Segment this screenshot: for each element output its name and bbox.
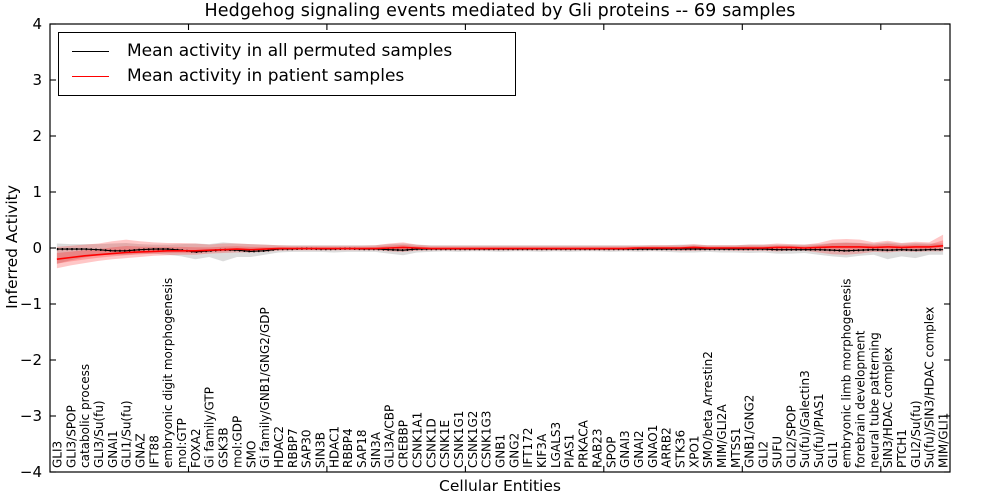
x-tick-label: Su(fu)/Galectin3 bbox=[798, 370, 812, 468]
x-tick-label: PRKACA bbox=[577, 419, 591, 468]
legend-row-patient: Mean activity in patient samples bbox=[72, 65, 507, 87]
x-tick-label: ARRB2 bbox=[660, 427, 674, 468]
x-tick-label: GLI3A/CBP bbox=[383, 405, 397, 468]
x-tick-label: forebrain development bbox=[854, 330, 868, 468]
y-tick-label: 3 bbox=[32, 71, 42, 89]
x-tick-label: GNAI1 bbox=[106, 430, 120, 468]
x-tick-label: GLI3/Su(fu) bbox=[92, 400, 106, 468]
x-tick-label: CSNK1G1 bbox=[452, 411, 466, 468]
x-tick-label: GLI2 bbox=[757, 441, 771, 468]
x-tick-label: Su(fu)/PIAS1 bbox=[812, 393, 826, 468]
patient-line-swatch bbox=[72, 75, 109, 77]
x-tick-label: SPOP bbox=[604, 436, 618, 468]
x-tick-label: GNAI2 bbox=[632, 430, 646, 468]
y-tick-label: 1 bbox=[32, 183, 42, 201]
x-tick-label: PTCH1 bbox=[895, 429, 909, 468]
y-tick-label: −3 bbox=[20, 407, 42, 425]
x-tick-label: GLI3/SPOP bbox=[64, 405, 78, 468]
x-tick-label: PIAS1 bbox=[563, 434, 577, 468]
x-tick-label: MIM/GLI2A bbox=[715, 404, 729, 468]
x-tick-label: GNAI3 bbox=[618, 430, 632, 468]
legend-label-permuted: Mean activity in all permuted samples bbox=[127, 40, 453, 61]
y-axis-title: Inferred Activity bbox=[3, 185, 21, 309]
legend-box: Mean activity in all permuted samples Me… bbox=[58, 32, 516, 96]
x-tick-label: SUFU bbox=[770, 436, 784, 468]
x-tick-label: GSK3B bbox=[217, 427, 231, 468]
x-tick-label: IFT172 bbox=[521, 428, 535, 468]
x-tick-label: SIN3/HDAC complex bbox=[881, 347, 895, 468]
x-tick-label: GLI3 bbox=[50, 441, 64, 468]
y-tick-label: 2 bbox=[32, 127, 42, 145]
x-tick-label: CSNK1G3 bbox=[480, 411, 494, 468]
x-tick-label: GLI1/Su(fu) bbox=[120, 400, 134, 468]
x-tick-label: Su(fu)/SIN3/HDAC complex bbox=[923, 307, 937, 468]
x-tick-label: mol:GDP bbox=[230, 416, 244, 468]
x-tick-label: GNG2 bbox=[507, 433, 521, 468]
x-tick-label: CSNK1A1 bbox=[410, 412, 424, 468]
x-tick-label: HDAC2 bbox=[272, 426, 286, 468]
x-axis-title: Cellular Entities bbox=[439, 477, 561, 495]
permuted-line-swatch bbox=[72, 50, 109, 52]
x-tick-label: SMO bbox=[244, 441, 258, 468]
x-tick-label: embryonic limb morphogenesis bbox=[840, 278, 854, 468]
x-tick-label: FOXA2 bbox=[189, 428, 203, 468]
x-tick-label: SAP30 bbox=[300, 429, 314, 468]
x-tick-label: mol:GTP bbox=[175, 418, 189, 468]
x-tick-label: Gi family/GNB1/GNG2/GDP bbox=[258, 307, 272, 468]
y-tick-label: 0 bbox=[32, 239, 42, 257]
legend-label-patient: Mean activity in patient samples bbox=[127, 65, 405, 86]
patient-mean-line bbox=[56, 245, 944, 260]
x-tick-label: KIF3A bbox=[535, 433, 549, 468]
x-tick-label: CREBBP bbox=[397, 420, 411, 468]
x-tick-label: GNAZ bbox=[134, 433, 148, 468]
x-tick-label: Gi family/GTP bbox=[203, 387, 217, 468]
x-tick-label: LGALS3 bbox=[549, 422, 563, 468]
x-tick-label: SMO/beta Arrestin2 bbox=[701, 351, 715, 468]
x-tick-label: STK36 bbox=[674, 430, 688, 468]
legend-row-permuted: Mean activity in all permuted samples bbox=[72, 40, 507, 62]
x-tick-label: RBBP7 bbox=[286, 428, 300, 468]
x-tick-label: GLI1 bbox=[826, 441, 840, 468]
x-tick-label: RAB23 bbox=[590, 428, 604, 468]
chart-title: Hedgehog signaling events mediated by Gl… bbox=[204, 1, 796, 21]
x-tick-label: CSNK1G2 bbox=[466, 411, 480, 468]
x-tick-label: SAP18 bbox=[355, 429, 369, 468]
x-tick-label: catabolic process bbox=[78, 364, 92, 468]
x-tick-label: GNAO1 bbox=[646, 425, 660, 468]
y-tick-label: 4 bbox=[32, 15, 42, 33]
x-tick-label: MIM/GLI1 bbox=[937, 413, 951, 468]
x-tick-label: CSNK1E bbox=[438, 420, 452, 468]
x-tick-label: embryonic digit morphogenesis bbox=[161, 278, 175, 468]
x-tick-label: GLI2/Su(fu) bbox=[909, 400, 923, 468]
x-tick-label: SIN3B bbox=[314, 432, 328, 468]
y-tick-label: −1 bbox=[20, 295, 42, 313]
y-tick-label: −2 bbox=[20, 351, 42, 369]
patient-range-band bbox=[56, 234, 944, 269]
x-tick-label: XPO1 bbox=[687, 435, 701, 468]
x-tick-label: RBBP4 bbox=[341, 428, 355, 468]
x-tick-label: GNB1 bbox=[494, 434, 508, 468]
y-tick-label: −4 bbox=[20, 463, 42, 481]
x-tick-label: HDAC1 bbox=[327, 426, 341, 468]
x-tick-label: MTSS1 bbox=[729, 427, 743, 468]
x-tick-label: IFT88 bbox=[147, 435, 161, 468]
x-tick-label: neural tube patterning bbox=[867, 332, 881, 468]
x-tick-label: GLI2/SPOP bbox=[784, 405, 798, 468]
x-tick-label: GNB1/GNG2 bbox=[743, 395, 757, 468]
x-tick-label: SIN3A bbox=[369, 431, 383, 468]
x-tick-label: CSNK1D bbox=[424, 418, 438, 468]
